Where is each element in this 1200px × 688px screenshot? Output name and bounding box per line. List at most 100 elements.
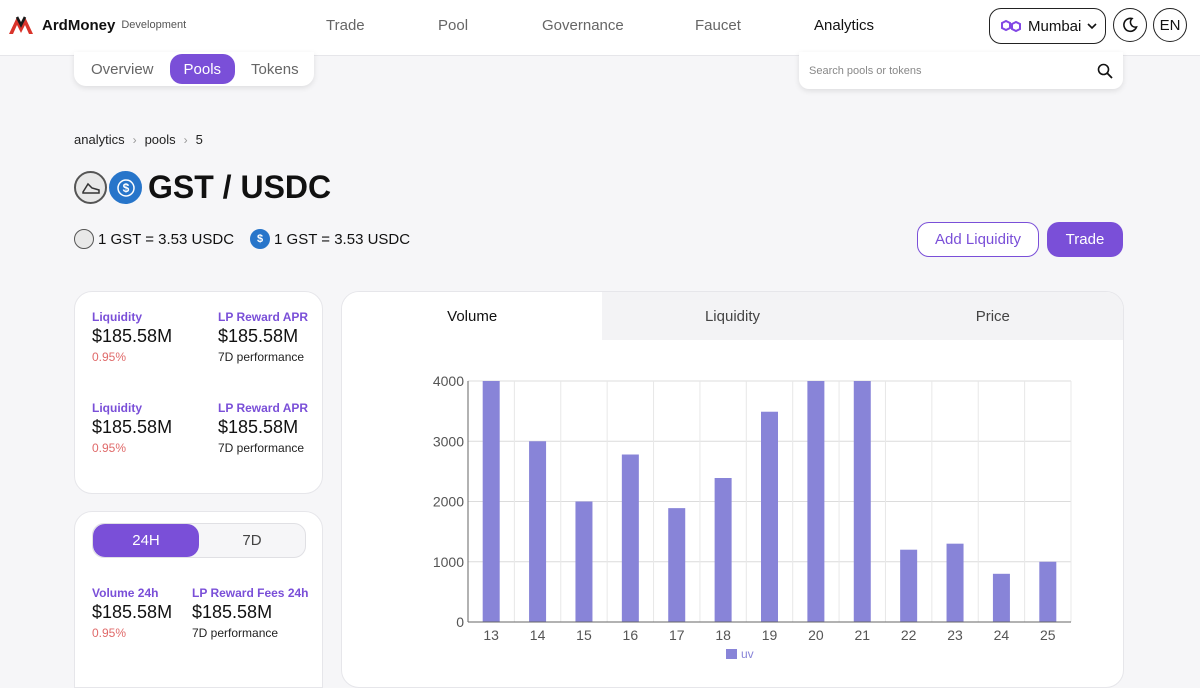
stat-lp-reward-apr: LP Reward APR $185.58M 7D performance <box>218 310 308 364</box>
stat-volume-24h: Volume 24h $185.58M 0.95% <box>92 586 172 640</box>
chart-tabs: Volume Liquidity Price <box>342 292 1123 340</box>
tab-price[interactable]: Price <box>862 292 1123 340</box>
stat-value: $185.58M <box>218 417 299 437</box>
bar <box>761 411 778 622</box>
x-tick-label: 16 <box>623 627 639 643</box>
chevron-down-icon <box>1087 23 1097 30</box>
top-header: ArdMoney Development Trade Pool Governan… <box>0 0 1200 56</box>
stat-liquidity: Liquidity $185.58M 0.95% <box>92 401 172 455</box>
bar <box>946 543 964 622</box>
moon-icon <box>1123 17 1138 33</box>
chart-card: Volume Liquidity Price 0 1000 2000 3000 4000… <box>341 291 1124 688</box>
analytics-tabs: Overview Pools Tokens <box>74 52 314 86</box>
usdc-token-icon: $ <box>250 229 271 249</box>
period-toggle: 24H 7D <box>92 523 306 558</box>
nav-analytics[interactable]: Analytics <box>814 17 875 34</box>
breadcrumb: analytics › pools › 5 <box>74 132 203 147</box>
bar <box>529 441 547 622</box>
rate-text: 1 GST = 3.53 USDC <box>98 230 235 248</box>
x-tick-label: 17 <box>669 627 685 643</box>
y-tick-label: 1000 <box>433 554 464 570</box>
legend-swatch <box>726 649 737 659</box>
stat-label: Volume 24h <box>92 586 159 600</box>
stat-label: LP Reward APR <box>218 401 309 415</box>
tab-liquidity[interactable]: Liquidity <box>602 292 863 340</box>
polygon-icon <box>1001 19 1021 33</box>
period-7d-button[interactable]: 7D <box>242 532 262 549</box>
pool-stats-card: Liquidity $185.58M 0.95% LP Reward APR $… <box>74 291 323 494</box>
stat-change: 0.95% <box>92 441 127 455</box>
bar <box>621 454 639 622</box>
chevron-right-icon: › <box>183 132 188 147</box>
tab-overview[interactable]: Overview <box>91 60 154 78</box>
x-tick-label: 19 <box>762 627 778 643</box>
stat-liquidity: Liquidity $185.58M 0.95% <box>92 310 172 364</box>
volume-bar-chart: 0 1000 2000 3000 4000 13 14 15 16 17 18 19 20 21 22 23 2… <box>433 373 1072 661</box>
search-icon[interactable] <box>1097 63 1113 79</box>
language-button[interactable]: EN <box>1153 8 1187 42</box>
page-title: GST / USDC <box>148 169 332 205</box>
chevron-right-icon: › <box>132 132 137 147</box>
tab-tokens[interactable]: Tokens <box>251 60 299 78</box>
stat-value: $185.58M <box>192 602 273 622</box>
bar <box>482 381 500 622</box>
stat-value: $185.58M <box>92 417 173 437</box>
stat-lp-reward-fees-24h: LP Reward Fees 24h $185.58M 7D performan… <box>192 586 309 640</box>
stat-label: Liquidity <box>92 401 142 415</box>
tab-volume[interactable]: Volume <box>342 292 603 340</box>
nav-pool[interactable]: Pool <box>438 17 469 34</box>
nav-trade[interactable]: Trade <box>326 17 365 34</box>
stat-lp-reward-apr: LP Reward APR $185.58M 7D performance <box>218 401 308 455</box>
stat-note: 7D performance <box>218 350 305 364</box>
rate-item: 1 GST = 3.53 USDC <box>74 229 234 249</box>
stat-value: $185.58M <box>92 602 173 622</box>
network-name: Mumbai <box>1028 17 1082 35</box>
legend-label: uv <box>741 647 754 661</box>
x-tick-label: 13 <box>483 627 499 643</box>
rate-text: 1 GST = 3.53 USDC <box>274 230 411 248</box>
x-tick-label: 21 <box>854 627 870 643</box>
period-24h-button[interactable]: 24H <box>93 524 199 557</box>
bar <box>1039 561 1057 622</box>
network-selector[interactable]: Mumbai <box>989 8 1106 44</box>
x-tick-label: 15 <box>576 627 592 643</box>
y-tick-label: 4000 <box>433 373 464 389</box>
bar <box>992 573 1010 622</box>
stat-value: $185.58M <box>218 326 299 346</box>
y-tick-label: 0 <box>456 614 464 630</box>
ardmoney-logo-icon <box>9 16 33 34</box>
tab-pools[interactable]: Pools <box>169 54 236 84</box>
x-tick-label: 18 <box>715 627 731 643</box>
x-tick-label: 25 <box>1040 627 1056 643</box>
rate-item: $ 1 GST = 3.53 USDC <box>250 229 410 249</box>
brand-name: ArdMoney <box>42 16 116 34</box>
bar <box>900 549 918 622</box>
stat-label: LP Reward Fees 24h <box>192 586 309 600</box>
brand-logo[interactable]: ArdMoney Development <box>8 14 186 36</box>
bar <box>668 508 686 622</box>
language-label: EN <box>1159 16 1181 34</box>
x-tick-label: 24 <box>994 627 1010 643</box>
stat-change: 0.95% <box>92 350 127 364</box>
exchange-rates: 1 GST = 3.53 USDC $ 1 GST = 3.53 USDC <box>74 229 426 249</box>
x-tick-label: 20 <box>808 627 824 643</box>
breadcrumb-pools[interactable]: pools <box>144 132 176 147</box>
x-tick-label: 14 <box>530 627 546 643</box>
nav-faucet[interactable]: Faucet <box>695 17 741 34</box>
add-liquidity-button[interactable]: Add Liquidity <box>917 222 1039 257</box>
bar <box>575 501 593 622</box>
breadcrumb-analytics[interactable]: analytics <box>74 132 125 147</box>
search-input[interactable] <box>809 64 1097 77</box>
stat-note: 7D performance <box>192 626 279 640</box>
theme-toggle-button[interactable] <box>1113 8 1147 42</box>
gst-token-icon <box>74 171 107 204</box>
search-box <box>799 52 1123 89</box>
stat-value: $185.58M <box>92 326 173 346</box>
stat-note: 7D performance <box>218 441 305 455</box>
trade-button[interactable]: Trade <box>1047 222 1123 257</box>
bar <box>714 478 732 622</box>
usdc-token-icon: $ <box>109 171 142 204</box>
nav-governance[interactable]: Governance <box>542 17 624 34</box>
gst-token-icon <box>74 229 94 249</box>
bar <box>853 381 871 622</box>
